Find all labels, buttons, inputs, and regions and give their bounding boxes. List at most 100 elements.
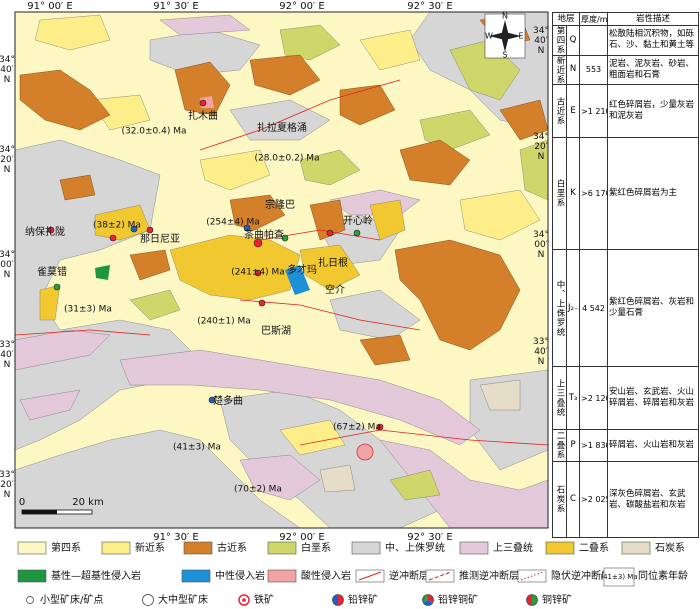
faults [15,79,548,446]
age: (67±2) Ma [333,423,381,433]
scale-zero: 0 [19,497,25,508]
legend-swatch [545,541,575,555]
legend-symbol [332,594,344,606]
table-cell: 中、上侏罗统 [552,249,567,367]
legend-label: 基性—超基性侵入岩 [51,569,141,582]
age: (240±1) Ma [197,317,251,327]
table-cell: N [565,54,581,85]
table-cell: >6 170 [579,137,609,250]
felsic-intrusion [356,443,374,461]
lat-tick-label: 33° 40′ N [533,337,549,367]
legend-fault [358,571,382,581]
place: 多才玛 [287,263,317,276]
cretaceous [129,24,548,501]
table-cell: K [565,137,581,250]
age: (254±4) Ma [206,218,260,228]
legend-label: 中、上侏罗统 [385,541,445,554]
table-cell: >2 120 [579,366,609,430]
table-cell: Q [565,25,581,56]
legend-label: 隐伏逆冲断层 [551,569,611,582]
table-cell: 上三叠统 [552,366,567,430]
header-cell: 岩性描述 [607,12,699,26]
legend-swatch [183,541,213,555]
place: 扎日根 [318,256,348,269]
permian [39,199,406,321]
legend-symbol [338,594,344,606]
table-header: 地层 厚度/m 岩性描述 [551,12,699,26]
legend-swatch [101,541,131,555]
legend-swatch [459,541,489,555]
legend-label: 大中型矿床 [158,593,208,606]
scale-label: 20 km [72,497,103,508]
place: 楚多曲 [213,394,243,407]
table-cell: 松散陆相沉积物，如砾石、沙、黏土和黄土等 [607,25,699,56]
legend-label: 铅锌矿 [348,593,378,606]
deposits [47,99,384,431]
place: 宗隆巴 [265,198,295,211]
legend-symbol [422,594,434,606]
legend-age-sample: (41±3) Ma [600,573,637,581]
legend-label: 中性侵入岩 [215,569,265,582]
table-row: 新近系 N 553 泥岩、泥灰岩、砂岩、粗面岩和石膏 [552,54,699,85]
legend-fault [428,571,452,581]
table-cell: E [565,84,581,138]
legend-label: 二叠系 [579,542,609,554]
table-cell: 红色碎屑岩，少量灰岩和泥灰岩 [607,84,699,138]
legend-symbol [526,594,538,606]
place: 纳保扎陇 [25,225,65,238]
strata-table: 地层 厚度/m 岩性描述 第四系 Q 松散陆相沉积物，如砾石、沙、黏土和黄土等 新近系… [551,12,699,538]
carboniferous [319,379,521,493]
bottom-tick-label: 92° 30′ E [407,532,452,543]
top-tick-label: 91° 30′ E [153,1,198,12]
compass: N S W E [484,12,526,60]
table-cell: 第四系 [552,25,567,56]
lat-tick-label: 34° 20′ N [533,132,549,162]
place: 茶曲帕查 [244,228,284,241]
table-cell: T₃ [565,366,581,430]
legend-symbol [532,594,538,606]
bottom-tick-label: 91° 30′ E [153,532,198,543]
place-labels: 扎木曲 扎拉夏格涌 宗隆巴 茶曲帕查 那日尼亚 纳保扎陇 雀莫错 多才玛 开心岭… [25,109,373,407]
place: 扎木曲 [188,109,218,122]
geology [15,12,548,528]
place: 扎拉夏格涌 [257,121,307,134]
age: (28.0±0.2) Ma [254,154,319,164]
jurassic [15,12,548,528]
lat-tick-label: 33° 20′ N [0,470,15,500]
age: (41±3) Ma [173,443,221,453]
place: 那日尼亚 [140,233,180,245]
place: 开心岭 [343,214,373,227]
compass-s: S [502,51,507,60]
legend-label: 铜锌矿 [542,593,572,606]
place: 雀莫错 [37,265,67,278]
age: (70±2) Ma [234,485,282,495]
legend-label: 铅锌铜矿 [438,593,478,606]
table-cell: >1 830 [579,429,609,462]
compass-n: N [502,12,508,21]
table-cell: 石炭系 [552,461,567,538]
legend-swatch [351,541,381,555]
age: (31±3) Ma [64,305,112,315]
age: (38±2) Ma [93,221,141,231]
table-cell: >2 025 [579,461,609,538]
lat-tick-label: 34° 40′ N [533,26,549,56]
scale-bar: 0 20 km [19,497,104,515]
table-cell: 泥岩、泥灰岩、砂岩、粗面岩和石膏 [607,54,699,85]
intermediate-intrusion [285,265,310,295]
legend-symbol [142,594,154,606]
table-cell: 白垩系 [552,137,567,250]
legend-swatch [425,569,455,583]
age-labels: (32.0±0.4) Ma (28.0±0.2) Ma (38±2) Ma (2… [64,127,381,495]
legend-swatch [267,569,297,583]
place: 空介 [325,283,345,296]
table-cell: 紫红色碎屑岩、灰岩和少量石膏 [607,249,699,367]
mafic-intrusion [95,265,110,280]
header-cell: 厚度/m [579,12,609,26]
legend-label: 古近系 [217,541,247,554]
